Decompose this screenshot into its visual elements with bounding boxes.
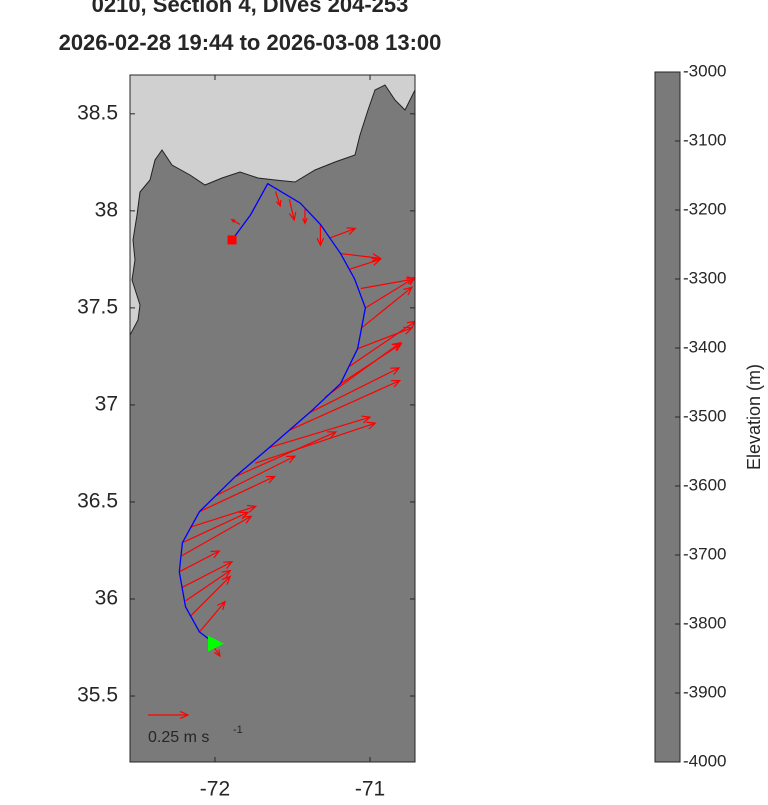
colorbar-tick-label: -4000	[683, 751, 726, 770]
current-arrow	[289, 379, 402, 431]
start-marker	[207, 635, 224, 652]
y-tick-label: 37.5	[77, 295, 118, 318]
plot-frame	[129, 74, 416, 763]
current-arrow	[349, 257, 382, 270]
current-arrow	[199, 600, 227, 633]
title-line: 0210, Section 4, Dives 204-253	[92, 0, 409, 17]
current-arrow	[316, 224, 325, 247]
current-arrow	[234, 431, 338, 478]
y-tick-label: 36	[95, 587, 118, 610]
current-arrow	[309, 367, 401, 414]
scale-exponent: -1	[233, 724, 243, 736]
current-arrow	[199, 475, 276, 513]
end-marker	[227, 235, 237, 245]
title-line: 2026-02-28 19:44 to 2026-03-08 13:00	[59, 30, 442, 55]
colorbar-tick-label: -3800	[683, 613, 726, 632]
x-tick-label: -71	[355, 778, 385, 800]
scale-label: 0.25 m s	[148, 729, 209, 746]
colorbar-tick-label: -3200	[683, 199, 726, 218]
current-arrow	[288, 199, 297, 222]
colorbar-tick-label: -3100	[683, 130, 726, 149]
current-arrow	[340, 342, 403, 385]
scale-arrow	[148, 710, 190, 720]
current-arrow	[185, 569, 232, 602]
current-arrow	[340, 252, 383, 262]
colorbar-tick-label: -3000	[683, 61, 726, 80]
colorbar-label: Elevation (m)	[744, 364, 764, 470]
current-arrow	[182, 561, 234, 588]
colorbar-tick-label: -3500	[683, 406, 726, 425]
current-arrow	[349, 320, 415, 367]
colorbar-tick-label: -3300	[683, 268, 726, 287]
current-arrow	[324, 341, 402, 398]
current-arrow	[360, 276, 415, 290]
current-arrow	[361, 286, 414, 328]
current-arrow	[189, 575, 232, 617]
colorbar-tick-label: -3400	[683, 337, 726, 356]
land	[130, 75, 415, 336]
arrow-layer	[179, 191, 415, 658]
current-arrow	[189, 504, 258, 528]
current-arrow	[302, 208, 308, 225]
current-arrow	[180, 515, 253, 557]
y-tick-label: 38	[95, 198, 118, 221]
y-tick-label: 36.5	[77, 489, 118, 512]
glider-track	[178, 182, 367, 645]
current-arrow	[255, 421, 377, 464]
x-tick-label: -72	[200, 778, 230, 800]
current-arrow	[179, 550, 221, 573]
current-arrow	[230, 218, 241, 225]
current-arrow	[269, 415, 372, 449]
current-arrow	[274, 191, 282, 208]
current-arrow	[329, 227, 357, 239]
colorbar-tick-label: -3700	[683, 544, 726, 563]
current-arrow	[214, 455, 297, 497]
colorbar-tick-label: -3600	[683, 475, 726, 494]
current-arrow	[182, 511, 250, 544]
colorbar-tick-label: -3900	[683, 682, 726, 701]
y-tick-label: 38.5	[77, 101, 118, 124]
current-arrow	[357, 326, 414, 350]
y-tick-label: 37	[95, 392, 118, 415]
y-tick-label: 35.5	[77, 684, 118, 707]
